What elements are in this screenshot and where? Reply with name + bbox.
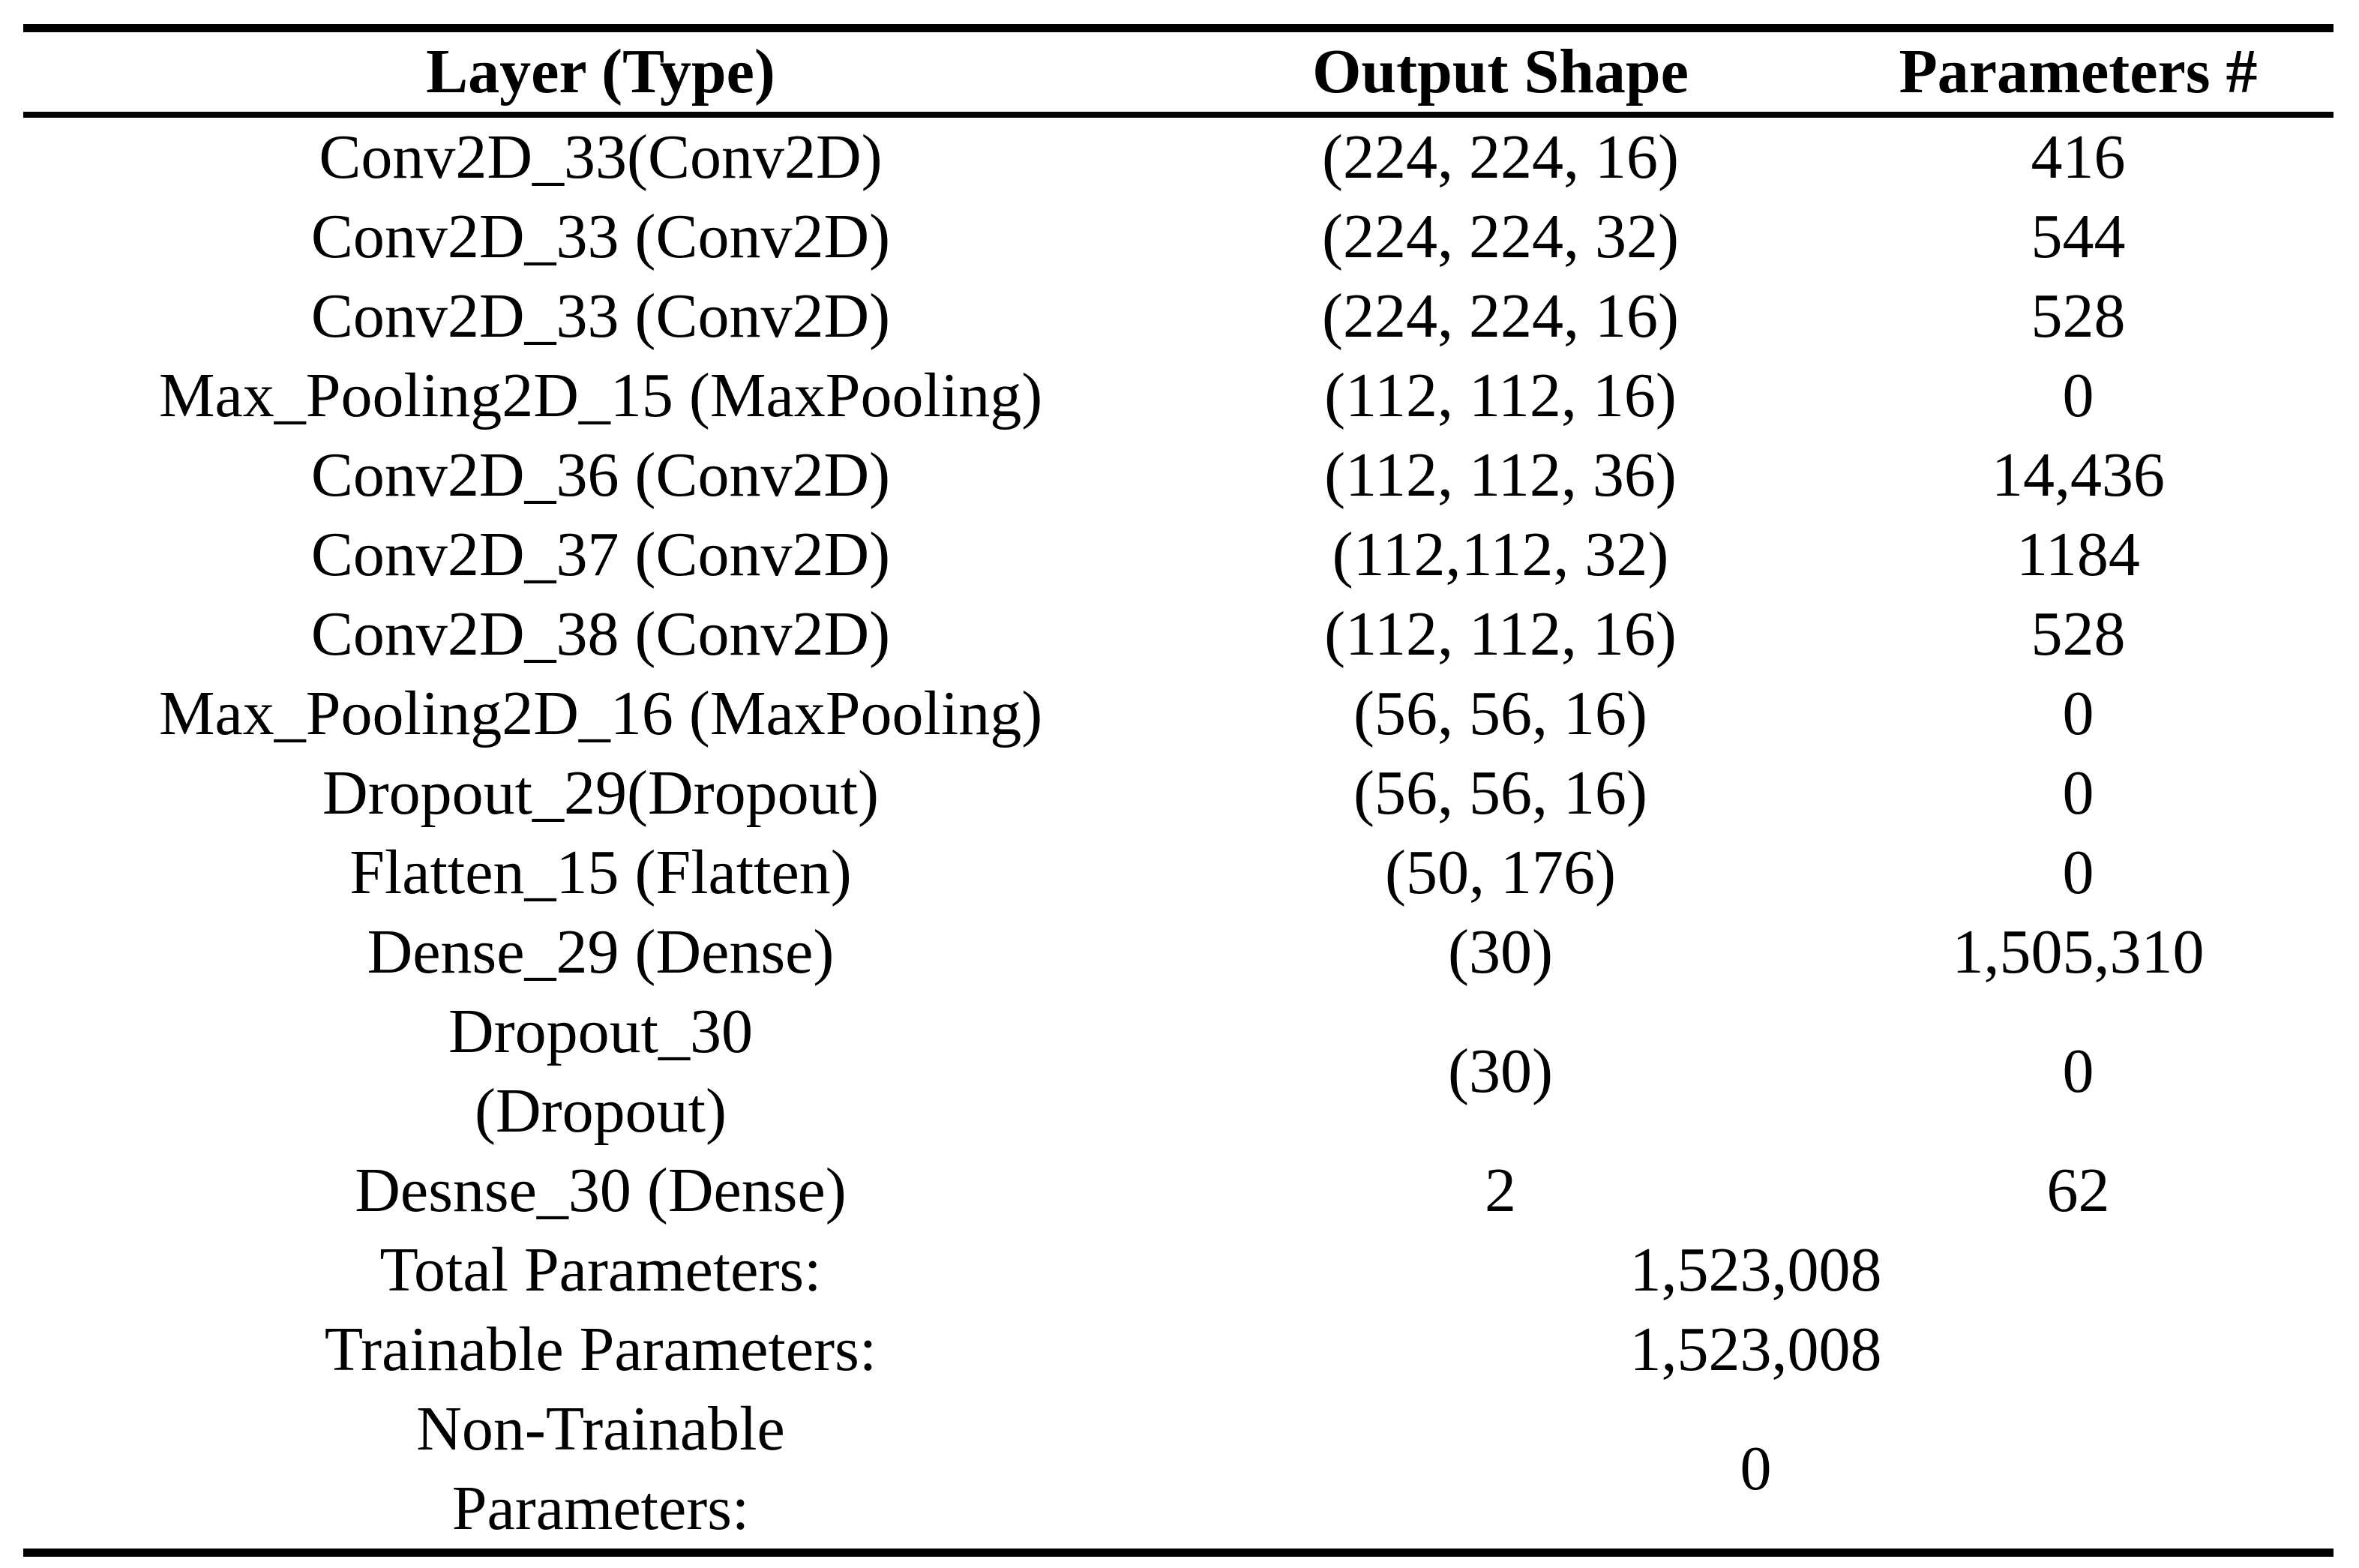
table-row: Flatten_15 (Flatten) (50, 176) 0 bbox=[23, 833, 2334, 913]
summary-value-cell: 1,523,008 bbox=[1629, 1235, 1882, 1305]
output-shape-cell: (56, 56, 16) bbox=[1353, 758, 1647, 828]
layer-cell: Desnse_30 (Dense) bbox=[355, 1156, 847, 1225]
summary-label-cell: Total Parameters: bbox=[379, 1235, 822, 1305]
column-header-output-shape: Output Shape bbox=[1178, 28, 1823, 118]
table-row: Desnse_30 (Dense) 2 62 bbox=[23, 1151, 2334, 1231]
output-shape-cell: (112, 112, 16) bbox=[1324, 361, 1677, 430]
parameters-cell: 0 bbox=[2062, 679, 2094, 748]
layer-cell: Conv2D_33(Conv2D) bbox=[319, 122, 883, 192]
parameters-cell: 528 bbox=[2031, 281, 2126, 351]
summary-row: Trainable Parameters: 1,523,008 bbox=[23, 1310, 2334, 1390]
parameters-cell: 416 bbox=[2031, 122, 2126, 192]
parameters-cell: 1184 bbox=[2016, 520, 2140, 589]
summary-label-cell: Trainable Parameters: bbox=[324, 1315, 877, 1384]
table-row: Max_Pooling2D_15 (MaxPooling) (112, 112,… bbox=[23, 356, 2334, 436]
summary-value-cell: 1,523,008 bbox=[1629, 1315, 1882, 1384]
layer-cell: Conv2D_36 (Conv2D) bbox=[310, 440, 891, 510]
output-shape-cell: (50, 176) bbox=[1385, 838, 1616, 907]
layer-cell: Dense_29 (Dense) bbox=[367, 917, 835, 987]
layer-cell: Conv2D_33 (Conv2D) bbox=[310, 281, 891, 351]
layer-cell: Conv2D_37 (Conv2D) bbox=[310, 520, 891, 589]
column-header-layer-type: Layer (Type) bbox=[23, 28, 1178, 118]
parameters-cell: 544 bbox=[2031, 202, 2126, 271]
output-shape-cell: (224, 224, 16) bbox=[1322, 122, 1679, 192]
output-shape-cell: (30) bbox=[1448, 917, 1553, 987]
table-row: Conv2D_38 (Conv2D) (112, 112, 16) 528 bbox=[23, 595, 2334, 674]
parameters-cell: 0 bbox=[2062, 838, 2094, 907]
header-row: Layer (Type) Output Shape Parameters # bbox=[23, 28, 2334, 118]
summary-row: Total Parameters: 1,523,008 bbox=[23, 1231, 2334, 1310]
layer-cell: Dropout_29(Dropout) bbox=[322, 758, 879, 828]
parameters-cell: 62 bbox=[2046, 1156, 2110, 1225]
parameters-cell: 14,436 bbox=[1992, 440, 2165, 510]
model-summary-table: Layer (Type) Output Shape Parameters # C… bbox=[23, 24, 2334, 1557]
output-shape-cell: (112, 112, 36) bbox=[1324, 440, 1677, 510]
table-row: Max_Pooling2D_16 (MaxPooling) (56, 56, 1… bbox=[23, 674, 2334, 754]
layer-cell: Conv2D_33 (Conv2D) bbox=[310, 202, 891, 271]
output-shape-cell: (56, 56, 16) bbox=[1353, 679, 1647, 748]
table-row: Conv2D_33(Conv2D) (224, 224, 16) 416 bbox=[23, 115, 2334, 197]
parameters-cell: 1,505,310 bbox=[1952, 917, 2205, 987]
layer-cell: Dropout_30 (Dropout) bbox=[448, 997, 753, 1146]
layer-cell: Max_Pooling2D_16 (MaxPooling) bbox=[158, 679, 1043, 748]
parameters-cell: 0 bbox=[2062, 758, 2094, 828]
parameters-cell: 0 bbox=[2062, 1036, 2094, 1106]
output-shape-cell: (224, 224, 32) bbox=[1322, 202, 1679, 271]
summary-value-cell: 0 bbox=[1740, 1434, 1772, 1504]
parameters-cell: 528 bbox=[2031, 599, 2126, 669]
table-row: Dense_29 (Dense) (30) 1,505,310 bbox=[23, 913, 2334, 992]
layer-cell: Flatten_15 (Flatten) bbox=[349, 838, 852, 907]
output-shape-cell: (112, 112, 16) bbox=[1324, 599, 1677, 669]
table-row: Dropout_30 (Dropout) (30) 0 bbox=[23, 992, 2334, 1151]
table-row: Conv2D_37 (Conv2D) (112,112, 32) 1184 bbox=[23, 515, 2334, 595]
column-header-parameters: Parameters # bbox=[1823, 28, 2334, 118]
layer-cell: Conv2D_38 (Conv2D) bbox=[310, 599, 891, 669]
output-shape-cell: 2 bbox=[1485, 1156, 1516, 1225]
output-shape-cell: (224, 224, 16) bbox=[1322, 281, 1679, 351]
layer-cell: Max_Pooling2D_15 (MaxPooling) bbox=[158, 361, 1043, 430]
output-shape-cell: (112,112, 32) bbox=[1332, 520, 1669, 589]
table-row: Dropout_29(Dropout) (56, 56, 16) 0 bbox=[23, 754, 2334, 833]
output-shape-cell: (30) bbox=[1448, 1036, 1553, 1106]
table-row: Conv2D_33 (Conv2D) (224, 224, 32) 544 bbox=[23, 197, 2334, 277]
table-row: Conv2D_33 (Conv2D) (224, 224, 16) 528 bbox=[23, 277, 2334, 356]
summary-label-cell: Non-Trainable Parameters: bbox=[416, 1394, 785, 1543]
table-row: Conv2D_36 (Conv2D) (112, 112, 36) 14,436 bbox=[23, 436, 2334, 515]
parameters-cell: 0 bbox=[2062, 361, 2094, 430]
summary-row: Non-Trainable Parameters: 0 bbox=[23, 1390, 2334, 1553]
